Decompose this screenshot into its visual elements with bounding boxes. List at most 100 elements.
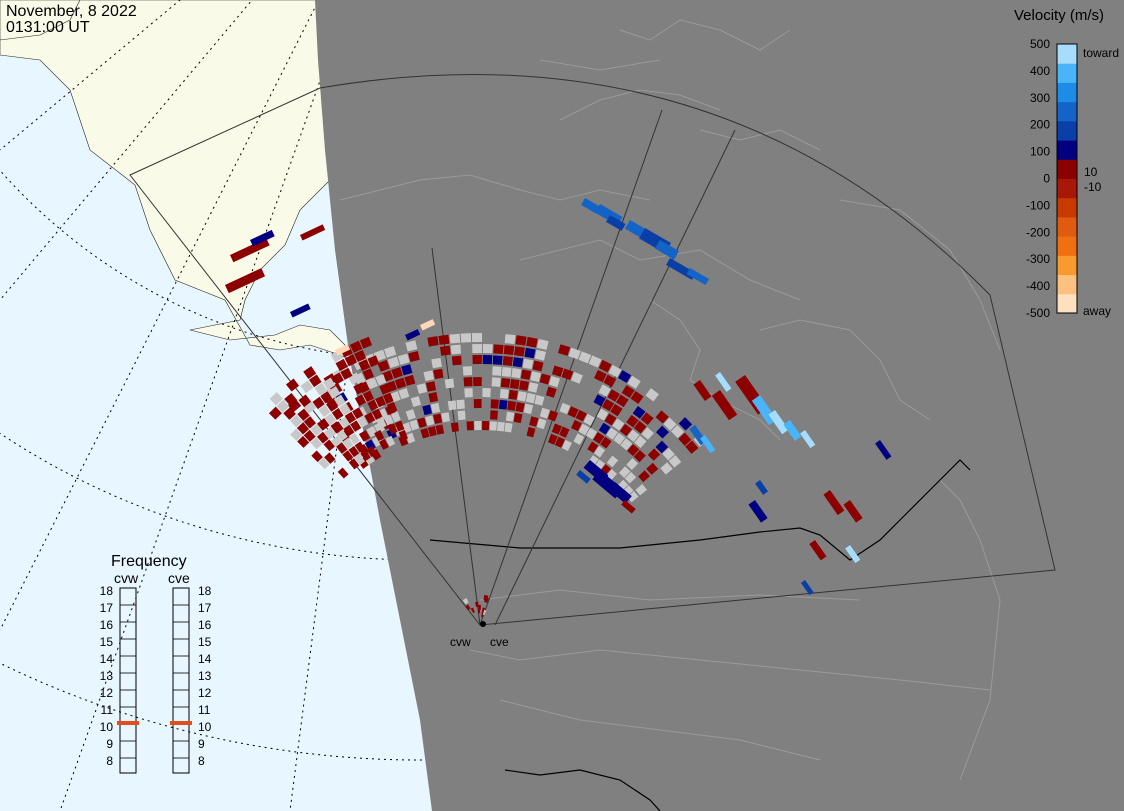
velocity-cell [621,500,636,514]
velocity-cell [323,377,336,390]
velocity-cell [397,353,410,365]
colorbar-tick-label: 200 [1030,118,1050,132]
frequency-level-label: 16 [198,618,212,632]
velocity-cell [314,382,328,396]
velocity-cell [425,415,435,426]
velocity-cell [326,399,339,412]
frequency-title: Frequency [111,553,187,570]
velocity-cell [748,499,768,523]
velocity-cell [316,431,329,444]
velocity-cell [376,417,387,429]
velocity-cell [627,491,639,503]
velocity-cell [310,424,323,437]
velocity-cell [554,436,565,448]
velocity-cell [645,388,659,402]
velocity-cell [768,410,789,435]
velocity-cell [585,427,598,440]
velocity-cell [385,435,396,447]
velocity-cell [358,381,370,394]
velocity-cell [339,403,351,416]
velocity-cell [482,421,490,431]
velocity-cell [398,430,409,441]
velocity-cell [303,366,317,379]
velocity-cell [499,388,509,399]
velocity-cell [567,406,579,418]
frequency-level-label: 18 [198,584,212,598]
velocity-cell [473,399,482,409]
night-coastlines [339,19,1001,781]
velocity-cell [641,427,654,440]
velocity-cell [364,412,376,424]
velocity-cell [387,423,398,435]
velocity-cell [601,398,615,412]
velocity-cell [366,425,378,438]
velocity-cell [433,413,443,424]
colorbar-plus10: 10 [1084,165,1098,179]
colorbar-segment [1057,44,1077,64]
velocity-cell [481,607,486,613]
colorbar-tick-label: 100 [1030,145,1050,159]
velocity-cell [387,356,400,369]
colorbar-segment [1057,293,1077,314]
field-of-view [129,74,1056,626]
velocity-cell [449,333,461,344]
velocity-cell [354,441,366,453]
velocity-cell [573,433,585,445]
colorbar-tick-label: -500 [1026,306,1050,320]
velocity-cell [568,347,581,360]
velocity-cell [450,422,459,432]
velocity-cell [358,359,371,372]
frequency-level-label: 9 [106,737,113,751]
velocity-cell [627,375,641,389]
velocity-cell [358,430,371,442]
colorbar-segment [1057,178,1077,199]
velocity-cell [328,386,341,399]
velocity-cell [662,447,675,461]
velocity-cell [528,382,539,393]
velocity-cell [685,440,699,454]
velocity-cell [523,403,534,415]
velocity-cell [606,214,626,231]
velocity-cell [561,368,574,381]
velocity-cell [343,424,355,437]
velocity-cell [539,407,550,419]
velocity-cell [336,429,348,442]
velocity-cell [335,358,348,372]
velocity-cell [627,443,640,457]
velocity-cell [401,364,413,376]
colorbar-tick-label: -200 [1026,225,1050,239]
velocity-cell [420,427,430,439]
velocity-cell [630,390,644,404]
velocity-cell [290,428,303,441]
velocity-cell [583,413,595,426]
colorbar-away: away [1083,304,1111,318]
velocity-cell [298,394,312,408]
frequency-level-label: 11 [198,703,211,717]
velocity-cell [290,414,303,428]
velocity-cell [323,439,335,452]
frequency-marker-cve [170,721,192,725]
velocity-cell [482,388,491,398]
frequency-level-label: 16 [100,618,114,632]
velocity-cell [386,402,398,414]
velocity-cell [875,440,892,460]
frequency-level-label: 17 [198,601,212,615]
date-label: November, 8 2022 [6,3,137,20]
velocity-cell [493,344,504,354]
velocity-cell [608,364,622,378]
velocity-cell [284,392,298,406]
colorbar-ticks: 500 400 300 200 100 0 -100 -200 -300 -400 -500 [1026,37,1050,320]
velocity-cell [359,336,373,349]
dayside-land-north [0,0,81,41]
colorbar-segment [1057,197,1077,218]
velocity-cell [498,399,508,410]
velocity-cell [336,442,348,454]
velocity-cell [508,389,518,400]
velocity-cell [478,604,481,610]
velocity-cell [366,377,378,390]
velocity-cell [268,406,282,420]
velocity-cell [492,366,502,376]
frequency-radar-cve: cve [168,570,190,586]
frequency-level-label: 9 [198,737,205,751]
velocity-cell [526,336,538,348]
